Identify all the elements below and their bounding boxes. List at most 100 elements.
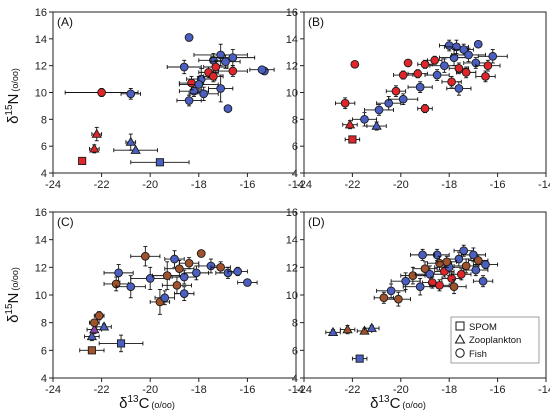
x-tick-label: -14 bbox=[288, 384, 304, 396]
x-axis-title-right: δ13C (o/oo) bbox=[370, 394, 426, 412]
fish-marker bbox=[473, 39, 483, 49]
fish-marker bbox=[398, 94, 408, 104]
y-tick-label: 16 bbox=[286, 7, 298, 19]
fish-marker bbox=[415, 82, 425, 92]
x-tick-label: -18 bbox=[441, 179, 457, 191]
data-point-fish bbox=[373, 291, 394, 304]
fish-marker bbox=[473, 256, 483, 265]
fish-marker bbox=[444, 41, 454, 50]
panel-label: (B) bbox=[308, 15, 324, 29]
data-point-fish bbox=[417, 104, 433, 114]
x-tick-label: -22 bbox=[344, 179, 360, 191]
fish-marker bbox=[449, 282, 459, 292]
data-point-fish bbox=[154, 290, 175, 306]
fish-marker bbox=[420, 264, 430, 274]
data-point-fish bbox=[176, 94, 202, 107]
zooplankton-marker bbox=[130, 144, 141, 154]
y-tick-label: 6 bbox=[41, 345, 47, 357]
data-point-fish bbox=[441, 272, 462, 285]
fish-marker bbox=[483, 61, 493, 71]
y-tick-label: 14 bbox=[286, 235, 298, 247]
data-point-fish bbox=[410, 248, 436, 261]
legend-square-icon bbox=[455, 321, 465, 331]
spom-marker bbox=[155, 158, 164, 167]
data-point-fish bbox=[475, 59, 501, 72]
x-tick-label: -24 bbox=[296, 384, 312, 396]
fish-marker bbox=[172, 280, 182, 290]
x-tick-label: -18 bbox=[191, 179, 207, 191]
x-tick-label: -24 bbox=[45, 179, 61, 191]
fish-marker bbox=[140, 251, 150, 261]
x-tick-label: -14 bbox=[538, 179, 550, 191]
y-title-unit: (o/oo) bbox=[10, 267, 20, 291]
legend-label-spom: SPOM bbox=[469, 322, 497, 333]
data-point-fish bbox=[149, 289, 171, 315]
data-point-fish bbox=[103, 276, 129, 292]
fish-marker bbox=[179, 289, 189, 298]
y-tick-label: 14 bbox=[286, 34, 298, 46]
panel-label: (D) bbox=[308, 215, 325, 229]
data-point-fish bbox=[335, 97, 356, 110]
fish-marker bbox=[386, 286, 396, 296]
y-tick-label: 14 bbox=[35, 34, 47, 46]
fish-marker bbox=[184, 96, 194, 105]
x-tick-label: -20 bbox=[393, 179, 409, 191]
data-point-fish bbox=[184, 33, 194, 42]
legend-box bbox=[450, 316, 540, 364]
y-tick-label: 12 bbox=[35, 61, 47, 73]
y-tick-label: 8 bbox=[41, 114, 47, 126]
fish-marker bbox=[162, 271, 172, 280]
plot-frame bbox=[303, 11, 547, 174]
x-tick-label: -22 bbox=[344, 384, 360, 396]
data-point-fish bbox=[210, 49, 256, 67]
data-point-zooplankton bbox=[86, 324, 103, 335]
zooplankton-marker bbox=[342, 324, 353, 334]
y-title-element: N bbox=[5, 293, 22, 304]
data-point-zooplankton bbox=[113, 144, 158, 154]
y-title-superscript: 15 bbox=[4, 104, 15, 116]
data-point-spom bbox=[98, 334, 144, 353]
x-title-unit: (o/oo) bbox=[151, 400, 175, 410]
fish-marker bbox=[89, 318, 99, 328]
fish-marker bbox=[401, 276, 410, 286]
data-point-spom bbox=[79, 346, 105, 355]
fish-marker bbox=[425, 269, 435, 279]
fish-marker bbox=[228, 66, 238, 76]
data-point-fish bbox=[446, 81, 472, 96]
x-title-delta: δ bbox=[119, 395, 127, 412]
x-title-element: C bbox=[139, 395, 150, 412]
fish-marker bbox=[360, 114, 369, 124]
y-tick-label: 14 bbox=[35, 235, 47, 247]
fish-marker bbox=[481, 72, 490, 81]
y-tick-label: 12 bbox=[35, 262, 47, 274]
data-point-fish bbox=[451, 268, 472, 281]
y-tick-label: 4 bbox=[292, 373, 298, 385]
fish-marker bbox=[189, 86, 199, 96]
x-tick-label: -20 bbox=[142, 384, 158, 396]
fish-marker bbox=[340, 98, 350, 108]
data-point-fish bbox=[249, 65, 275, 75]
fish-marker bbox=[420, 104, 430, 113]
data-point-fish bbox=[441, 279, 467, 295]
data-point-fish bbox=[351, 112, 378, 127]
data-point-fish bbox=[217, 65, 248, 77]
x-tick-label: -22 bbox=[94, 384, 110, 396]
y-tick-label: 8 bbox=[292, 114, 298, 126]
y-tick-label: 12 bbox=[286, 262, 298, 274]
y-title-element: N bbox=[5, 94, 22, 105]
fish-marker bbox=[221, 57, 230, 66]
fish-marker bbox=[430, 55, 440, 65]
zooplankton-marker bbox=[89, 324, 100, 334]
data-point-fish bbox=[183, 265, 209, 281]
x-tick-label: -16 bbox=[239, 179, 255, 191]
zooplankton-marker bbox=[125, 136, 136, 146]
data-point-fish bbox=[436, 255, 457, 268]
fish-marker bbox=[440, 61, 449, 71]
x-tick-label: -24 bbox=[45, 384, 61, 396]
y-tick-label: 4 bbox=[292, 168, 298, 180]
data-point-fish bbox=[88, 318, 100, 328]
